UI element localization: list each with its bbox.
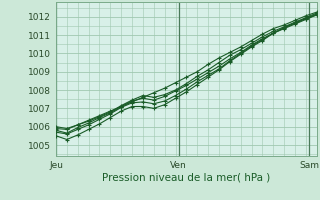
X-axis label: Pression niveau de la mer( hPa ): Pression niveau de la mer( hPa ) — [102, 173, 270, 183]
